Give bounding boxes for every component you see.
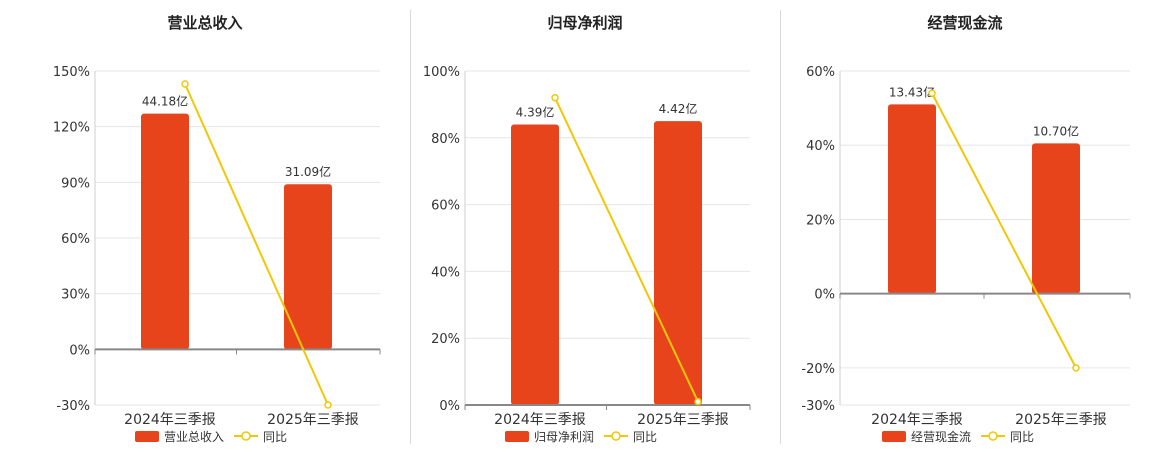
revenue-chart-panel: 营业总收入 150% 120% 90% 60% 30% 0% -30% 44.18亿 31.09… — [20, 0, 390, 450]
chart-title: 经营现金流 — [927, 14, 1003, 32]
yoy-point — [928, 89, 936, 98]
bar-value-label: 4.39亿 — [516, 104, 555, 119]
yoy-point — [1072, 364, 1080, 372]
y-tick-label: 40% — [431, 265, 460, 280]
cash-flow-chart-panel: 经营现金流 60% 40% 20% 0% -20% -30% 13.43亿 10.70亿 202… — [780, 0, 1150, 450]
x-category-label: 2025年三季报 — [1015, 412, 1107, 428]
y-tick-label: 60% — [431, 199, 460, 214]
legend-bar-label: 归母净利润 — [534, 430, 594, 444]
legend-bar-swatch — [505, 431, 529, 442]
y-tick-label: 80% — [431, 132, 460, 147]
y-tick-label: 20% — [431, 332, 460, 347]
yoy-point — [694, 397, 702, 406]
legend-line-marker — [241, 431, 251, 441]
net-profit-chart: 100% 80% 60% 40% 20% 0% 4.39亿 4.42亿 2024年三季报 2025… — [423, 65, 751, 444]
y-tick-label: 0% — [439, 399, 460, 414]
y-tick-label: 60% — [806, 65, 835, 80]
yoy-line — [554, 97, 699, 403]
panel-divider — [410, 10, 411, 444]
yoy-line — [184, 83, 329, 406]
bar-value-label: 10.70亿 — [1033, 123, 1079, 138]
bar — [284, 184, 332, 350]
bar — [511, 124, 559, 405]
chart-title: 归母净利润 — [547, 14, 623, 32]
legend-line-label: 同比 — [263, 430, 287, 444]
bar-value-label: 31.09亿 — [285, 164, 331, 179]
bar-value-label: 13.43亿 — [889, 84, 935, 99]
x-category-label: 2025年三季报 — [637, 412, 729, 428]
bar-value-label: 44.18亿 — [142, 94, 188, 109]
legend-bar-swatch — [882, 431, 906, 442]
y-tick-label: 60% — [61, 232, 90, 247]
x-category-label: 2024年三季报 — [871, 412, 963, 428]
y-tick-label: 0% — [814, 288, 835, 303]
yoy-line — [931, 92, 1077, 369]
y-tick-label: 40% — [806, 139, 835, 154]
cash-flow-chart: 60% 40% 20% 0% -20% -30% 13.43亿 10.70亿 2024年三季报 2… — [801, 65, 1131, 444]
revenue-chart: 150% 120% 90% 60% 30% 0% -30% 44.18亿 31.09亿 2024年… — [53, 65, 381, 444]
y-tick-label: -30% — [801, 399, 835, 414]
chart-title: 营业总收入 — [167, 14, 243, 32]
y-tick-label: 120% — [53, 121, 90, 136]
legend-line-label: 同比 — [1010, 430, 1034, 444]
y-tick-label: -30% — [56, 399, 90, 414]
yoy-point — [324, 401, 332, 409]
bar — [654, 121, 702, 405]
x-category-label: 2024年三季报 — [494, 412, 586, 428]
x-category-label: 2024年三季报 — [124, 412, 216, 428]
legend-line-label: 同比 — [633, 430, 657, 444]
bar-value-label: 4.42亿 — [659, 101, 698, 116]
y-tick-label: 90% — [61, 176, 90, 191]
legend-bar-swatch — [135, 431, 159, 442]
y-tick-label: 100% — [423, 65, 460, 80]
net-profit-chart-panel: 归母净利润 100% 80% 60% 40% 20% 0% 4.39亿 4.42亿 2024年三… — [400, 0, 770, 450]
legend-bar-label: 营业总收入 — [164, 430, 224, 444]
bar — [888, 104, 936, 294]
bar — [1032, 143, 1080, 294]
legend-line-marker — [988, 431, 998, 441]
yoy-point — [551, 93, 559, 102]
x-category-label: 2025年三季报 — [267, 412, 359, 428]
legend-bar-label: 经营现金流 — [911, 429, 971, 444]
y-tick-label: 150% — [53, 65, 90, 80]
bar — [141, 113, 189, 350]
panel-divider — [780, 10, 781, 444]
yoy-point — [181, 80, 189, 88]
legend-line-marker — [611, 431, 621, 441]
y-tick-label: -20% — [801, 362, 835, 377]
y-tick-label: 20% — [806, 213, 835, 228]
y-tick-label: 0% — [69, 343, 90, 358]
y-tick-label: 30% — [61, 288, 90, 303]
